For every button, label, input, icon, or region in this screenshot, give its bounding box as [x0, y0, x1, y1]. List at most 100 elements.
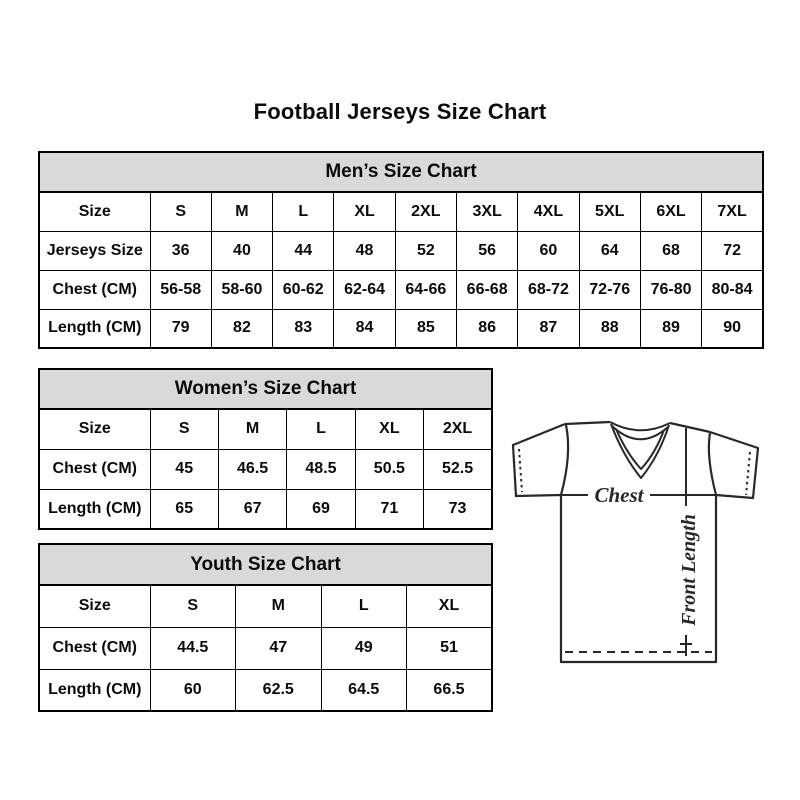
table-header-row: Youth Size Chart [38, 543, 493, 586]
size-value-cell: 72-76 [578, 269, 641, 310]
size-value-cell: 56 [455, 230, 519, 271]
table-section-title: Youth Size Chart [38, 543, 493, 586]
size-value-cell: 3XL [455, 191, 519, 232]
table-row: Length (CM) 60 62.5 64.5 66.5 [38, 668, 493, 712]
size-value-cell: 56-58 [149, 269, 212, 310]
size-value-cell: M [210, 191, 274, 232]
size-value-cell: XL [354, 408, 425, 450]
jersey-right-sleeve [709, 430, 760, 500]
size-value-cell: L [320, 584, 407, 628]
size-value-cell: 7XL [701, 191, 764, 232]
size-value-cell: M [217, 408, 288, 450]
size-value-cell: 76-80 [639, 269, 703, 310]
size-value-cell: 4XL [517, 191, 580, 232]
table-row: Jerseys Size 36 40 44 48 52 56 60 64 68 72 [38, 230, 764, 271]
size-value-cell: 62.5 [235, 668, 322, 712]
size-value-cell: 48 [333, 230, 396, 271]
table-row: Length (CM) 65 67 69 71 73 [38, 488, 493, 530]
size-value-cell: 89 [639, 308, 703, 349]
jersey-left-armhole [559, 424, 570, 496]
size-value-cell: 83 [272, 308, 335, 349]
row-label: Chest (CM) [38, 448, 151, 490]
youth-size-table: Youth Size Chart Size S M L XL Chest (CM) 44.5 4… [38, 543, 493, 712]
size-value-cell: XL [333, 191, 396, 232]
row-label: Length (CM) [38, 488, 151, 530]
table-row: Length (CM) 79 82 83 84 85 86 87 88 89 90 [38, 308, 764, 349]
row-label: Length (CM) [38, 308, 151, 349]
table-row: Chest (CM) 45 46.5 48.5 50.5 52.5 [38, 448, 493, 490]
size-value-cell: XL [406, 584, 493, 628]
table-header-row: Women’s Size Chart [38, 368, 493, 410]
size-value-cell: 69 [286, 488, 356, 530]
table-section-title: Men’s Size Chart [38, 151, 764, 193]
size-value-cell: 90 [701, 308, 764, 349]
row-label: Length (CM) [38, 668, 151, 712]
table-section-title: Women’s Size Chart [38, 368, 493, 410]
table-row: Size S M L XL [38, 584, 493, 628]
row-label: Size [38, 584, 151, 628]
size-value-cell: 66-68 [455, 269, 519, 310]
size-value-cell: 88 [578, 308, 641, 349]
size-value-cell: 67 [217, 488, 288, 530]
jersey-shoulder-left [564, 420, 611, 426]
size-value-cell: 2XL [394, 191, 457, 232]
table-row: Chest (CM) 44.5 47 49 51 [38, 626, 493, 670]
row-label: Chest (CM) [38, 269, 151, 310]
row-label: Chest (CM) [38, 626, 151, 670]
size-value-cell: 40 [210, 230, 274, 271]
size-value-cell: 72 [701, 230, 764, 271]
size-value-cell: 51 [406, 626, 493, 670]
left-cuff-stitch-dashes [518, 448, 523, 493]
size-value-cell: 60-62 [272, 269, 335, 310]
jersey-shoulder-right [669, 421, 711, 434]
size-value-cell: 49 [320, 626, 407, 670]
table-row: Size S M L XL 2XL [38, 408, 493, 450]
size-value-cell: 66.5 [406, 668, 493, 712]
row-label: Jerseys Size [38, 230, 151, 271]
size-value-cell: 2XL [423, 408, 493, 450]
size-value-cell: 68-72 [517, 269, 580, 310]
size-value-cell: 65 [149, 488, 219, 530]
size-value-cell: 82 [210, 308, 274, 349]
size-value-cell: 52.5 [423, 448, 493, 490]
jersey-right-armhole [707, 432, 718, 496]
size-value-cell: 46.5 [217, 448, 288, 490]
collar-top-arc [609, 421, 671, 432]
size-value-cell: 60 [149, 668, 236, 712]
size-value-cell: 5XL [578, 191, 641, 232]
size-value-cell: 64-66 [394, 269, 457, 310]
size-value-cell: M [235, 584, 322, 628]
row-label: Size [38, 408, 151, 450]
size-value-cell: 84 [333, 308, 396, 349]
size-value-cell: 86 [455, 308, 519, 349]
size-value-cell: 68 [639, 230, 703, 271]
row-label: Size [38, 191, 151, 232]
womens-size-table: Women’s Size Chart Size S M L XL 2XL Chest (CM)… [38, 368, 493, 530]
size-value-cell: 58-60 [210, 269, 274, 310]
page-title: Football Jerseys Size Chart [253, 99, 547, 124]
size-value-cell: 62-64 [333, 269, 396, 310]
front-length-label: Front Length [678, 514, 700, 627]
size-value-cell: 44.5 [149, 626, 236, 670]
size-value-cell: S [149, 408, 219, 450]
size-value-cell: 79 [149, 308, 212, 349]
jersey-body-outline [559, 495, 718, 664]
table-row: Chest (CM) 56-58 58-60 60-62 62-64 64-66 66-68… [38, 269, 764, 310]
size-value-cell: 80-84 [701, 269, 764, 310]
size-value-cell: 60 [517, 230, 580, 271]
right-cuff-stitch-dashes [745, 451, 751, 496]
size-value-cell: 44 [272, 230, 335, 271]
size-value-cell: 52 [394, 230, 457, 271]
size-value-cell: 85 [394, 308, 457, 349]
size-value-cell: 64 [578, 230, 641, 271]
size-value-cell: 64.5 [320, 668, 407, 712]
size-value-cell: 50.5 [354, 448, 425, 490]
size-value-cell: L [286, 408, 356, 450]
size-value-cell: 87 [517, 308, 580, 349]
size-value-cell: S [149, 191, 212, 232]
size-value-cell: 48.5 [286, 448, 356, 490]
chest-label: Chest [594, 483, 644, 507]
collar-v-outer [610, 423, 670, 479]
size-value-cell: 45 [149, 448, 219, 490]
